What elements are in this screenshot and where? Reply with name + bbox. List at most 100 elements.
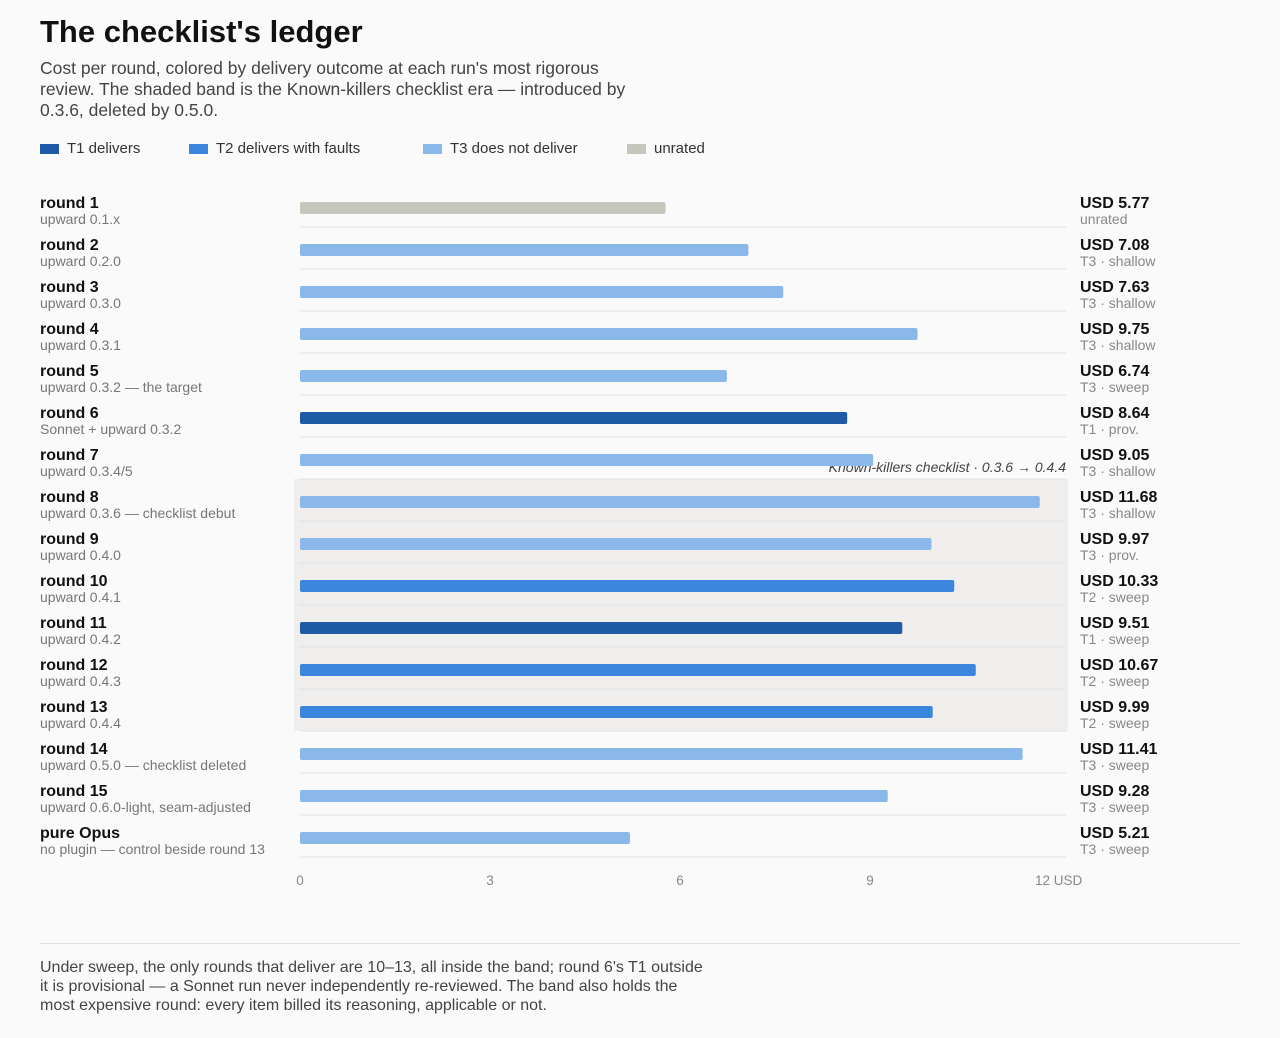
tier-label: T3 · sweep: [1080, 757, 1149, 773]
row-label: round 13: [40, 699, 108, 716]
value-label: USD 11.41: [1080, 741, 1157, 758]
tier-label: T1 · sweep: [1080, 631, 1149, 647]
footer-divider: [40, 943, 1240, 944]
row-label: round 12: [40, 657, 108, 674]
tier-label: T2 · sweep: [1080, 673, 1149, 689]
row-label: round 3: [40, 279, 99, 296]
x-tick-label: 3: [486, 873, 494, 888]
bar: [300, 412, 848, 424]
bar: [300, 832, 630, 844]
legend-swatch-t3: [423, 143, 442, 154]
bar: [300, 286, 784, 298]
row-detail: upward 0.6.0-light, seam-adjusted: [40, 799, 251, 815]
row-detail: upward 0.4.1: [40, 589, 121, 605]
row-label: round 11: [40, 615, 107, 632]
row-label: round 6: [40, 405, 99, 422]
tier-label: T1 · prov.: [1080, 421, 1139, 437]
legend-label-t2: T2 delivers with faults: [216, 140, 361, 157]
row-label: round 14: [40, 741, 108, 758]
row-detail: upward 0.3.0: [40, 295, 121, 311]
tier-label: T2 · sweep: [1080, 715, 1149, 731]
row-detail: upward 0.4.4: [40, 715, 121, 731]
row-detail: upward 0.3.6 — checklist debut: [40, 505, 235, 521]
row-detail: upward 0.3.2 — the target: [40, 379, 202, 395]
value-label: USD 9.97: [1080, 531, 1149, 548]
value-label: USD 9.51: [1080, 615, 1149, 632]
value-label: USD 11.68: [1080, 489, 1157, 506]
bar: [300, 496, 1040, 508]
bar-chart: Known-killers checklist · 0.3.6 → 0.4.4 r…: [40, 195, 1158, 888]
bar: [300, 370, 727, 382]
tier-label: T3 · shallow: [1080, 295, 1156, 311]
bar: [300, 790, 888, 802]
tier-label: unrated: [1080, 211, 1127, 227]
x-tick-label: 0: [296, 873, 304, 888]
value-label: USD 6.74: [1080, 363, 1149, 380]
row-detail: upward 0.4.2: [40, 631, 121, 647]
bar: [300, 202, 666, 214]
page-title: The checklist's ledger: [40, 14, 363, 49]
x-tick-label: 6: [676, 873, 684, 888]
tier-label: T3 · prov.: [1080, 547, 1139, 563]
tier-label: T2 · sweep: [1080, 589, 1149, 605]
row-detail: upward 0.5.0 — checklist deleted: [40, 757, 246, 773]
row-detail: upward 0.2.0: [40, 253, 121, 269]
value-label: USD 5.77: [1080, 195, 1149, 212]
legend-item-t3: T3 does not deliver: [423, 140, 578, 157]
legend-label-t1: T1 delivers: [67, 140, 141, 157]
bar: [300, 244, 749, 256]
value-label: USD 9.75: [1080, 321, 1149, 338]
bar: [300, 622, 903, 634]
legend-label-unrated: unrated: [654, 140, 705, 157]
row-label: round 5: [40, 363, 99, 380]
row-label: round 7: [40, 447, 99, 464]
value-label: USD 9.99: [1080, 699, 1149, 716]
footer-note: Under sweep, the only rounds that delive…: [40, 959, 703, 1014]
row-label: round 2: [40, 237, 99, 254]
row-label: round 15: [40, 783, 108, 800]
legend-item-t2: T2 delivers with faults: [189, 140, 360, 157]
legend-item-unrated: unrated: [627, 140, 705, 157]
legend-swatch-unrated: [627, 143, 646, 154]
bar: [300, 706, 933, 718]
tier-label: T3 · sweep: [1080, 841, 1149, 857]
bar: [300, 580, 955, 592]
tier-label: T3 · sweep: [1080, 379, 1149, 395]
value-label: USD 9.05: [1080, 447, 1149, 464]
x-tick-label: 9: [866, 873, 874, 888]
tier-label: T3 · shallow: [1080, 337, 1156, 353]
legend-swatch-t2: [189, 143, 208, 154]
value-label: USD 7.63: [1080, 279, 1149, 296]
row-detail: upward 0.4.3: [40, 673, 121, 689]
value-label: USD 8.64: [1080, 405, 1149, 422]
row-label: round 9: [40, 531, 99, 548]
value-label: USD 7.08: [1080, 237, 1149, 254]
tier-label: T3 · shallow: [1080, 463, 1156, 479]
x-tick-label: 12 USD: [1035, 873, 1083, 888]
bar: [300, 664, 976, 676]
row-label: round 8: [40, 489, 99, 506]
tier-label: T3 · shallow: [1080, 253, 1156, 269]
bar: [300, 328, 918, 340]
legend-label-t3: T3 does not deliver: [450, 140, 578, 157]
bar: [300, 748, 1023, 760]
row-label: round 10: [40, 573, 108, 590]
value-label: USD 5.21: [1080, 825, 1149, 842]
bar: [300, 454, 874, 466]
row-detail: Sonnet + upward 0.3.2: [40, 421, 181, 437]
legend-item-t1: T1 delivers: [40, 140, 140, 157]
row-detail: no plugin — control beside round 13: [40, 841, 265, 857]
row-detail: upward 0.3.1: [40, 337, 121, 353]
value-label: USD 10.33: [1080, 573, 1158, 590]
band-label: Known-killers checklist · 0.3.6 → 0.4.4: [829, 459, 1067, 475]
row-label: round 1: [40, 195, 99, 212]
row-detail: upward 0.1.x: [40, 211, 120, 227]
row-label: pure Opus: [40, 825, 120, 842]
legend-swatch-t1: [40, 143, 59, 154]
tier-label: T3 · sweep: [1080, 799, 1149, 815]
bar: [300, 538, 932, 550]
value-label: USD 9.28: [1080, 783, 1149, 800]
tier-label: T3 · shallow: [1080, 505, 1156, 521]
value-label: USD 10.67: [1080, 657, 1158, 674]
row-label: round 4: [40, 321, 99, 338]
